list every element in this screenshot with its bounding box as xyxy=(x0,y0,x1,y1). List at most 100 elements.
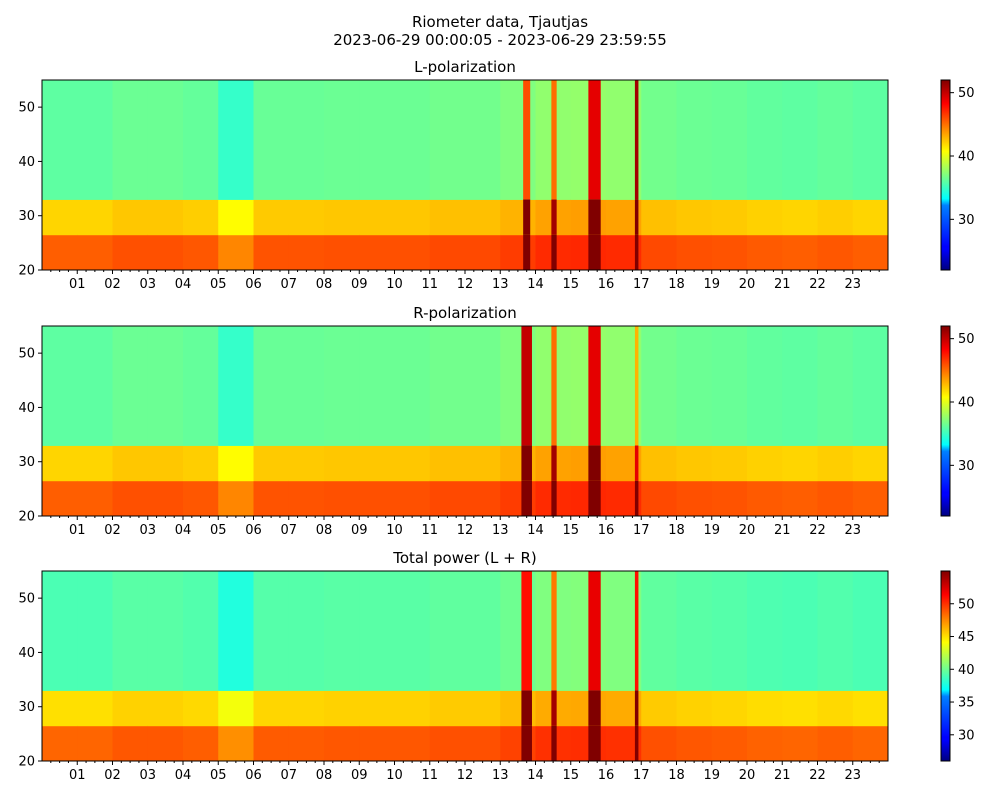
event-band xyxy=(551,725,557,761)
heatmap-cell xyxy=(852,326,889,446)
y-tick-label: 40 xyxy=(18,401,35,416)
x-tick-label: 15 xyxy=(562,277,579,292)
x-tick-label: 18 xyxy=(668,277,685,292)
event-band xyxy=(588,445,601,481)
x-tick-label: 03 xyxy=(139,523,156,538)
heatmap-cell xyxy=(112,690,149,727)
heatmap-cell xyxy=(429,80,466,200)
heatmap-cell xyxy=(465,199,501,236)
heatmap-cell xyxy=(359,690,395,727)
heatmap-cell xyxy=(817,445,854,482)
x-tick-label: 07 xyxy=(280,277,297,292)
heatmap-cell xyxy=(112,326,149,446)
event-band xyxy=(521,571,532,691)
heatmap-cell xyxy=(711,480,748,517)
x-tick-label: 06 xyxy=(245,768,262,783)
heatmap-cell xyxy=(288,326,325,446)
colorbar-tick-label: 35 xyxy=(958,696,975,711)
heatmap-cell xyxy=(288,445,325,482)
x-tick-label: 20 xyxy=(739,768,756,783)
event-band xyxy=(588,199,601,235)
heatmap-cell xyxy=(641,480,677,517)
heatmap-cell xyxy=(42,445,78,482)
heatmap-cell xyxy=(782,690,818,727)
heatmap-cell xyxy=(782,326,818,446)
heatmap-cell xyxy=(747,480,783,517)
heatmap-cell xyxy=(711,445,748,482)
x-tick-label: 06 xyxy=(245,523,262,538)
heatmap-cell xyxy=(218,480,254,517)
heatmap-cell xyxy=(183,80,219,200)
heatmap-cell xyxy=(359,199,395,236)
heatmap-cell xyxy=(782,445,818,482)
heatmap-cell xyxy=(817,234,854,271)
x-tick-label: 10 xyxy=(386,277,403,292)
colorbar: 30 35 40 45 50 xyxy=(940,570,975,762)
heatmap-cell xyxy=(324,326,360,446)
heatmap-cell xyxy=(429,326,466,446)
y-tick-label: 30 xyxy=(18,209,35,224)
x-tick-label: 22 xyxy=(809,277,826,292)
heatmap-cell xyxy=(465,571,501,691)
event-band xyxy=(634,326,639,446)
heatmap-cell xyxy=(112,571,149,691)
x-tick-label: 04 xyxy=(175,277,192,292)
event-band xyxy=(551,80,557,200)
heatmap-cell xyxy=(253,725,290,762)
heatmap-cell xyxy=(218,326,254,446)
event-band xyxy=(588,234,601,270)
heatmap-cell xyxy=(288,199,325,236)
event-band xyxy=(634,690,639,726)
heatmap-cell xyxy=(747,725,783,762)
x-tick-label: 18 xyxy=(668,768,685,783)
heatmap-cell xyxy=(852,480,889,517)
heatmap-cell xyxy=(42,326,78,446)
heatmap-cell xyxy=(817,199,854,236)
heatmap-cell xyxy=(218,199,254,236)
x-tick-label: 01 xyxy=(69,523,86,538)
heatmap-cell xyxy=(77,234,113,271)
heatmap-cell xyxy=(253,199,290,236)
heatmap-cell xyxy=(711,80,748,200)
heatmap-cell xyxy=(782,234,818,271)
x-tick-label: 12 xyxy=(457,277,474,292)
heatmap-cell xyxy=(711,234,748,271)
x-tick-label: 11 xyxy=(421,523,438,538)
heatmap-cell xyxy=(817,326,854,446)
heatmap-cell xyxy=(500,80,536,200)
heatmap-cell xyxy=(747,80,783,200)
panel-3: Total power (L + R) 20 30 40 50 01 02 03 04 05 06 0… xyxy=(18,549,974,783)
x-tick-label: 05 xyxy=(210,523,227,538)
heatmap-cell xyxy=(42,80,78,200)
y-tick-label: 20 xyxy=(18,264,35,279)
colorbar: 30 40 50 xyxy=(940,325,975,517)
heatmap-cell xyxy=(394,326,431,446)
heatmap-cell xyxy=(394,480,431,517)
event-band xyxy=(588,326,601,446)
heatmap-cell xyxy=(359,445,395,482)
heatmap-cell xyxy=(817,725,854,762)
x-tick-label: 20 xyxy=(739,277,756,292)
heatmap-cell xyxy=(394,725,431,762)
heatmap-cell xyxy=(359,571,395,691)
heatmap-cell xyxy=(429,480,466,517)
x-tick-label: 23 xyxy=(844,768,861,783)
heatmap-cell xyxy=(147,80,184,200)
heatmap-cell xyxy=(77,445,113,482)
heatmap-cell xyxy=(429,690,466,727)
heatmap-cell xyxy=(288,571,325,691)
heatmap-cell xyxy=(782,480,818,517)
heatmap-cell xyxy=(183,571,219,691)
y-tick-label: 40 xyxy=(18,155,35,170)
event-band xyxy=(521,690,532,726)
heatmap-cell xyxy=(253,445,290,482)
x-tick-label: 06 xyxy=(245,277,262,292)
colorbar-tick-label: 50 xyxy=(958,597,975,612)
heatmap-cell xyxy=(77,571,113,691)
event-band xyxy=(588,480,601,516)
heatmap-cell xyxy=(288,690,325,727)
heatmap-cell xyxy=(852,445,889,482)
heatmap-cell xyxy=(288,80,325,200)
x-tick-label: 09 xyxy=(351,768,368,783)
colorbar-tick-label: 45 xyxy=(958,630,975,645)
